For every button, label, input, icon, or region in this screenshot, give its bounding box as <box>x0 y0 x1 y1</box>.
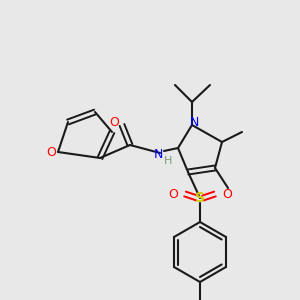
Text: O: O <box>46 146 56 158</box>
Text: S: S <box>195 191 205 205</box>
Text: O: O <box>222 188 232 200</box>
Text: H: H <box>164 156 172 166</box>
Text: N: N <box>189 116 199 128</box>
Text: O: O <box>168 188 178 200</box>
Text: O: O <box>109 116 119 128</box>
Text: N: N <box>153 148 163 161</box>
